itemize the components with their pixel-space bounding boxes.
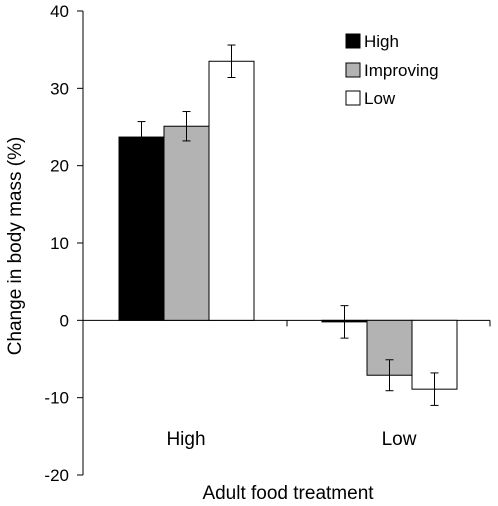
bar-low-high <box>208 60 255 321</box>
legend: High Improving Low <box>345 32 439 108</box>
y-axis-title: Change in body mass (%) <box>5 137 26 356</box>
category-label-high: High <box>166 429 205 450</box>
x-axis-title: Adult food treatment <box>202 483 374 504</box>
legend-swatch-improving <box>345 62 361 78</box>
y-tick-label: 20 <box>50 157 69 176</box>
y-axis: 40 30 20 10 0 -10 -20 <box>44 2 84 485</box>
y-tick-label: 30 <box>50 79 69 98</box>
category-labels: High Low <box>166 429 416 450</box>
legend-label-improving: Improving <box>364 61 439 80</box>
bar-improving-high <box>163 125 210 321</box>
y-tick-label: -20 <box>44 466 69 485</box>
category-label-low: Low <box>382 429 417 450</box>
y-tick-label: 0 <box>60 311 69 330</box>
y-tick-label: 40 <box>50 2 69 21</box>
bars <box>118 44 458 406</box>
legend-label-low: Low <box>364 89 396 108</box>
legend-swatch-high <box>345 33 361 49</box>
legend-label-high: High <box>364 32 399 51</box>
legend-swatch-low <box>345 90 361 106</box>
y-tick-label: 10 <box>50 234 69 253</box>
y-tick-label: -10 <box>44 389 69 408</box>
bar-high-high <box>118 136 165 321</box>
